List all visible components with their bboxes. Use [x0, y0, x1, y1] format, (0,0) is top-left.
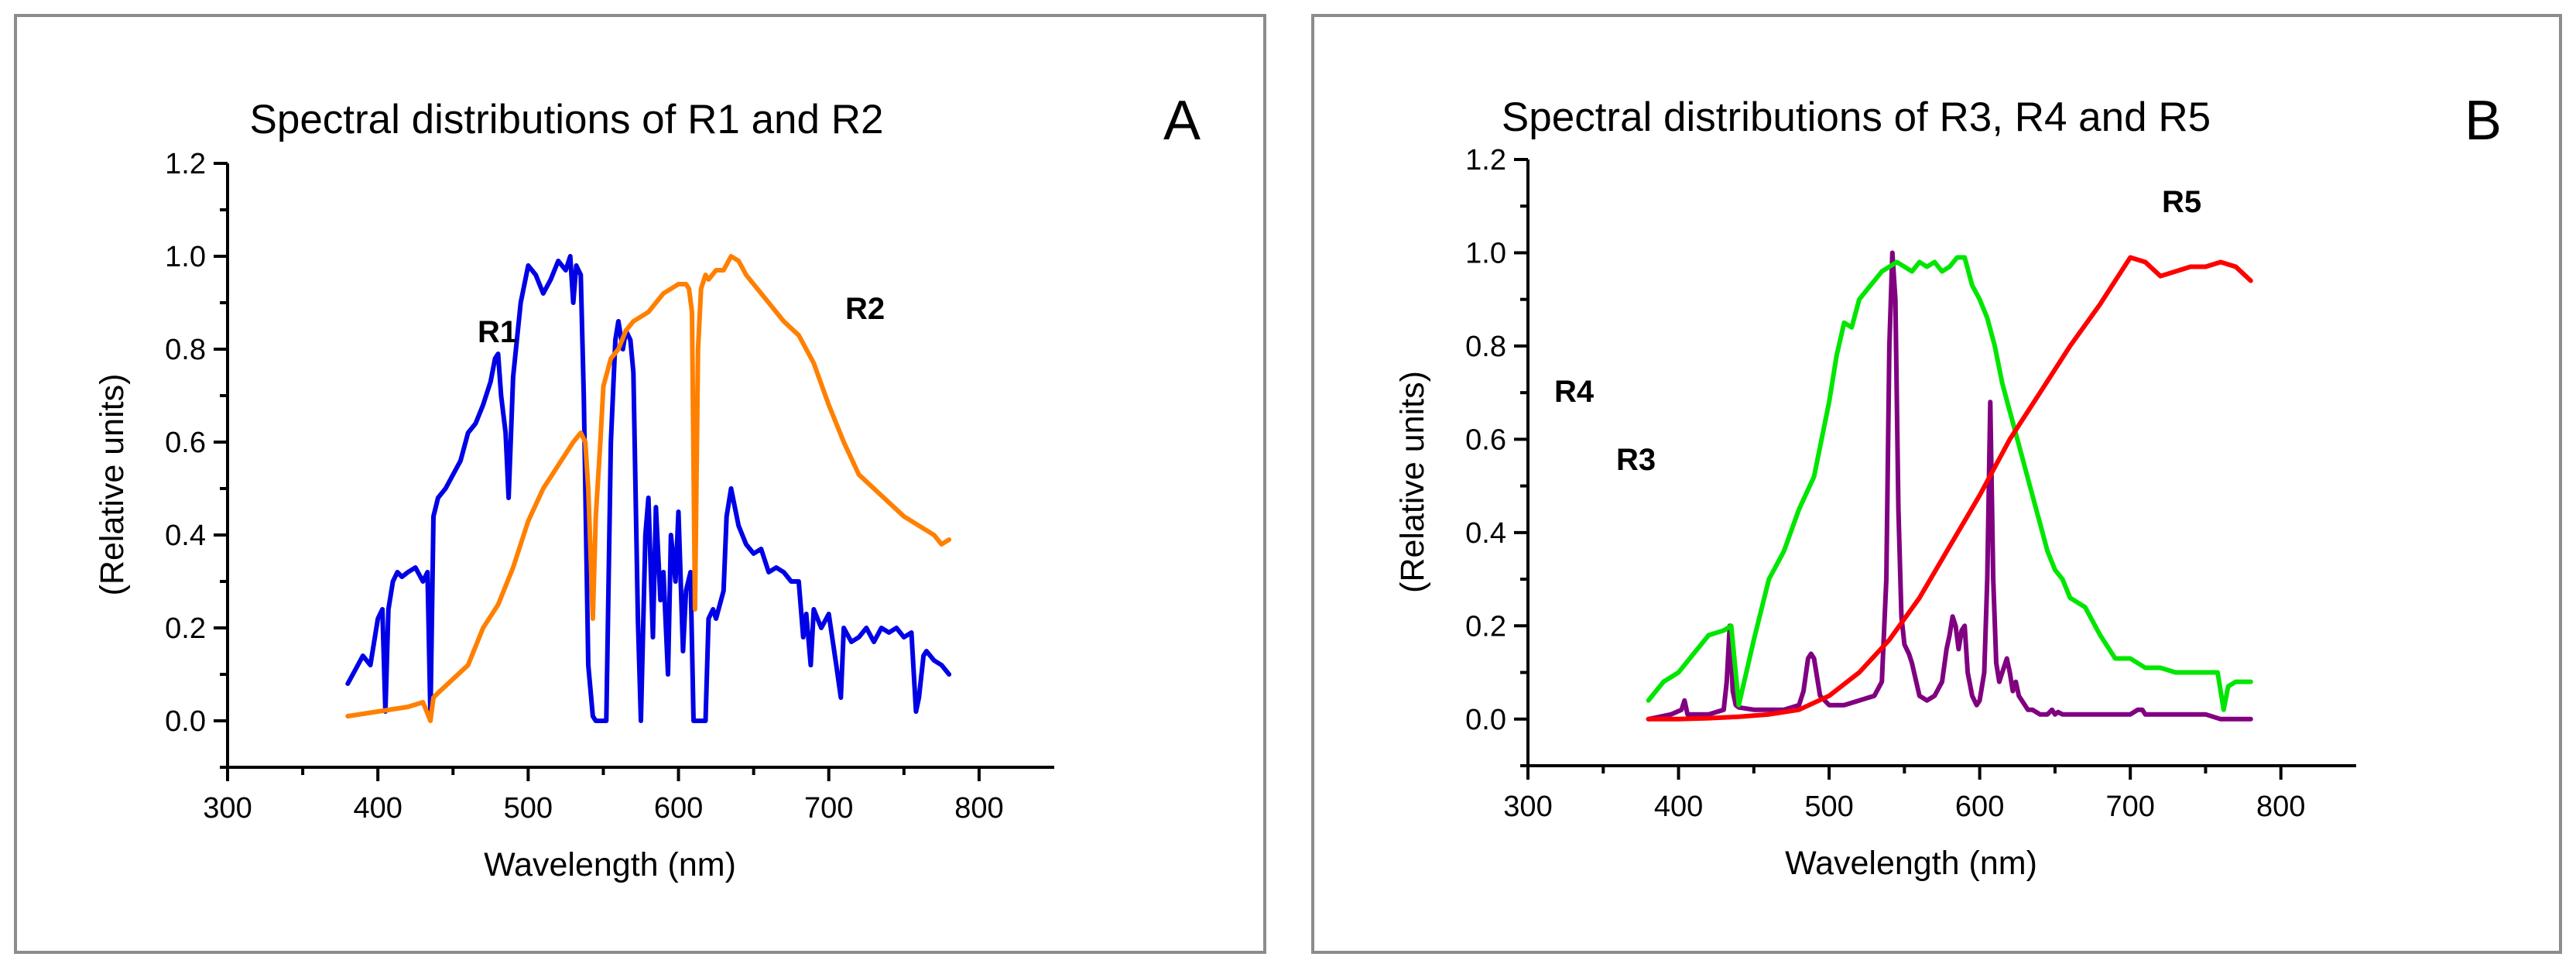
- series-line-r2: [345, 254, 952, 723]
- x-tick-label: 700: [2105, 791, 2154, 823]
- y-tick-label: 0.8: [1465, 331, 1506, 363]
- series-line-r4: [1646, 255, 2253, 712]
- series-label-r3: R3: [1616, 443, 1656, 477]
- chart-title: Spectral distributions of R1 and R2: [250, 97, 884, 142]
- y-tick-label: 1.0: [165, 241, 206, 273]
- series-label-r5: R5: [2162, 185, 2201, 219]
- y-tick-label: 0.2: [1465, 610, 1506, 643]
- x-axis-label: Wavelength (nm): [484, 846, 736, 883]
- series-line-r1: [345, 254, 952, 723]
- series-line-r5: [1646, 255, 2253, 722]
- y-axis-label: (Relative units): [94, 374, 131, 596]
- y-tick-label: 1.2: [1465, 144, 1506, 177]
- y-tick-label: 0.4: [165, 520, 206, 552]
- panel-letter: A: [1163, 90, 1201, 152]
- series-label-r1: R1: [478, 315, 517, 349]
- y-tick-label: 0.2: [165, 612, 206, 645]
- chart-panel-b: Spectral distributions of R3, R4 and R5 B…: [1311, 14, 2562, 954]
- x-tick-label: 700: [804, 792, 853, 825]
- x-tick-label: 600: [1955, 791, 2004, 823]
- panel-letter: B: [2465, 90, 2502, 152]
- chart-b-svg: Spectral distributions of R3, R4 and R5 B…: [1394, 90, 2502, 882]
- series-label-r4: R4: [1554, 375, 1595, 409]
- chart-panel-a: Spectral distributions of R1 and R2 A 300 4…: [14, 14, 1266, 954]
- y-tick-label: 0.4: [1465, 517, 1506, 550]
- x-tick-label: 400: [353, 792, 402, 825]
- chart-title: Spectral distributions of R3, R4 and R5: [1502, 94, 2211, 140]
- x-tick-label: 500: [504, 792, 553, 825]
- x-tick-label: 600: [654, 792, 703, 825]
- x-tick-label: 800: [2256, 791, 2305, 823]
- x-tick-label: 800: [954, 792, 1003, 825]
- x-axis-label: Wavelength (nm): [1785, 845, 2037, 882]
- chart-a-svg: Spectral distributions of R1 and R2 A 300 4…: [94, 90, 1201, 883]
- y-tick-label: 0.6: [1465, 424, 1506, 456]
- x-tick-label: 500: [1804, 791, 1853, 823]
- y-tick-label: 0.0: [165, 705, 206, 738]
- y-tick-label: 1.2: [165, 148, 206, 180]
- x-tick-label: 400: [1654, 791, 1703, 823]
- x-tick-label: 300: [203, 792, 252, 825]
- y-tick-label: 1.0: [1465, 237, 1506, 269]
- y-tick-label: 0.0: [1465, 704, 1506, 736]
- series-line-r3: [1646, 250, 2253, 722]
- y-tick-label: 0.6: [165, 427, 206, 459]
- y-axis-label: (Relative units): [1394, 371, 1431, 593]
- x-tick-label: 300: [1503, 791, 1552, 823]
- series-label-r2: R2: [845, 292, 885, 326]
- y-tick-label: 0.8: [165, 334, 206, 366]
